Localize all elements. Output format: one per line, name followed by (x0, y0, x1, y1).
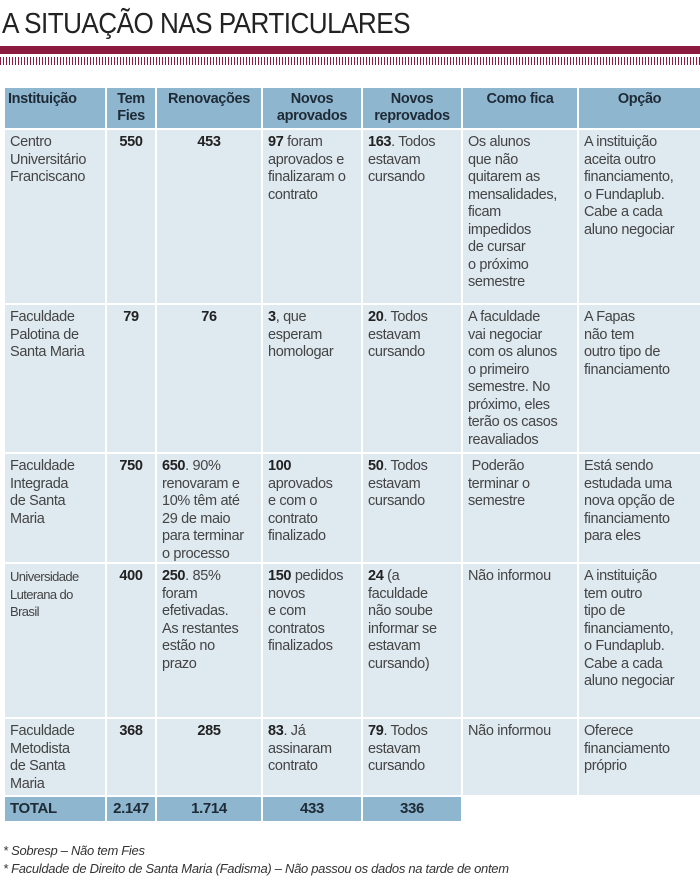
cell-opcao: Está sendo estudada uma nova opção de fi… (579, 454, 700, 562)
cell-reprovados: 24 (a faculdade não soube informar se es… (363, 564, 461, 717)
total-label: TOTAL (5, 797, 105, 821)
cell-text: pedidos novos e com contratos finalizado… (268, 568, 344, 654)
cell-como-fica: Poderão terminar o semestre (463, 454, 577, 562)
cell-text: (a faculdade não soube informar se estav… (368, 568, 437, 672)
cell-renovacoes: 650. 90% renovaram e 10% têm até 29 de m… (157, 454, 261, 562)
cell-aprovados: 3, que esperam homologar (263, 305, 361, 452)
cell-text: . Já assinaram contrato (268, 723, 332, 774)
cell-aprovados: 97 foram aprovados e finalizaram o contr… (263, 130, 361, 303)
empty-cell (579, 797, 700, 821)
cell-como-fica: A faculdade vai negociar com os alunos o… (463, 305, 577, 452)
cell-tem-fies: 750 (107, 454, 155, 562)
cell-tem-fies: 368 (107, 719, 155, 795)
cell-aprovados: 100 aprovados e com o contrato finalizad… (263, 454, 361, 562)
cell-text: . Todos estavam cursando (368, 134, 436, 185)
footnote: * Faculdade de Direito de Santa Maria (F… (3, 861, 509, 876)
footnotes: * Sobresp – Não tem Fies * Faculdade de … (3, 842, 509, 878)
cell-opcao: A instituição tem outro tipo de financia… (579, 564, 700, 717)
cell-instituicao: Centro Universitário Franciscano (5, 130, 105, 303)
cell-value-bold: 150 (268, 568, 292, 584)
cell-instituicao: Faculdade Metodista de Santa Maria (5, 719, 105, 795)
header-instituicao: Instituição (5, 88, 105, 128)
total-renovacoes: 1.714 (157, 797, 261, 821)
cell-instituicao: Faculdade Palotina de Santa Maria (5, 305, 105, 452)
cell-renovacoes: 76 (157, 305, 261, 452)
cell-value-bold: 285 (197, 723, 221, 739)
cell-value-bold: 650 (162, 458, 186, 474)
cell-renovacoes: 285 (157, 719, 261, 795)
cell-value-bold: 3 (268, 309, 276, 325)
cell-renovacoes: 250. 85% foram efetivadas. As restantes … (157, 564, 261, 717)
cell-value-bold: 79 (368, 723, 384, 739)
empty-cell (463, 797, 577, 821)
footnote: * Sobresp – Não tem Fies (3, 843, 145, 858)
cell-tem-fies: 550 (107, 130, 155, 303)
header-novos-aprovados: Novos aprovados (263, 88, 361, 128)
title-divider (0, 46, 700, 54)
page-title: A SITUAÇÃO NAS PARTICULARES (2, 8, 411, 40)
cell-como-fica: Os alunos que não quitarem as mensalidad… (463, 130, 577, 303)
cell-value-bold: 50 (368, 458, 384, 474)
header-tem-fies: Tem Fies (107, 88, 155, 128)
cell-instituicao: Universidade Luterana do Brasil (5, 564, 105, 717)
cell-value-bold: 163 (368, 134, 392, 150)
cell-reprovados: 20. Todos estavam cursando (363, 305, 461, 452)
institutions-table: Instituição Tem Fies Renovações Novos aprov… (5, 88, 700, 821)
cell-value-bold: 250 (162, 568, 186, 584)
cell-aprovados: 83. Já assinaram contrato (263, 719, 361, 795)
cell-value-bold: 24 (368, 568, 384, 584)
cell-text: . Todos estavam cursando (368, 723, 428, 774)
cell-value-bold: 97 (268, 134, 284, 150)
cell-aprovados: 150 pedidos novos e com contratos finali… (263, 564, 361, 717)
header-renovacoes: Renovações (157, 88, 261, 128)
cell-reprovados: 50. Todos estavam cursando (363, 454, 461, 562)
cell-como-fica: Não informou (463, 719, 577, 795)
cell-text: foram aprovados e finalizaram o contrato (268, 134, 346, 203)
cell-reprovados: 163. Todos estavam cursando (363, 130, 461, 303)
cell-reprovados: 79. Todos estavam cursando (363, 719, 461, 795)
cell-tem-fies: 79 (107, 305, 155, 452)
total-reprovados: 336 (363, 797, 461, 821)
total-fies: 2.147 (107, 797, 155, 821)
cell-como-fica: Não informou (463, 564, 577, 717)
cell-instituicao: Faculdade Integrada de Santa Maria (5, 454, 105, 562)
cell-renovacoes: 453 (157, 130, 261, 303)
cell-text: . Todos estavam cursando (368, 309, 428, 360)
cell-text: . 85% foram efetivadas. As restantes est… (162, 568, 239, 672)
cell-value-bold: 453 (197, 134, 221, 150)
cell-tem-fies: 400 (107, 564, 155, 717)
cell-opcao: A Fapas não tem outro tipo de financiame… (579, 305, 700, 452)
cell-value-bold: 76 (201, 309, 217, 325)
header-opcao: Opção (579, 88, 700, 128)
cell-value-bold: 100 (268, 458, 292, 474)
cell-opcao: Oferece financiamento próprio (579, 719, 700, 795)
cell-text: . Todos estavam cursando (368, 458, 428, 509)
header-como-fica: Como fica (463, 88, 577, 128)
header-novos-reprovados: Novos reprovados (363, 88, 461, 128)
total-aprovados: 433 (263, 797, 361, 821)
striped-divider (0, 57, 700, 65)
cell-text: , que esperam homologar (268, 309, 334, 360)
cell-opcao: A instituição aceita outro financiamento… (579, 130, 700, 303)
cell-text: aprovados e com o contrato finalizado (268, 475, 333, 544)
cell-text: . 90% renovaram e 10% têm até 29 de maio… (162, 458, 244, 562)
cell-value-bold: 20 (368, 309, 384, 325)
cell-value-bold: 83 (268, 723, 284, 739)
